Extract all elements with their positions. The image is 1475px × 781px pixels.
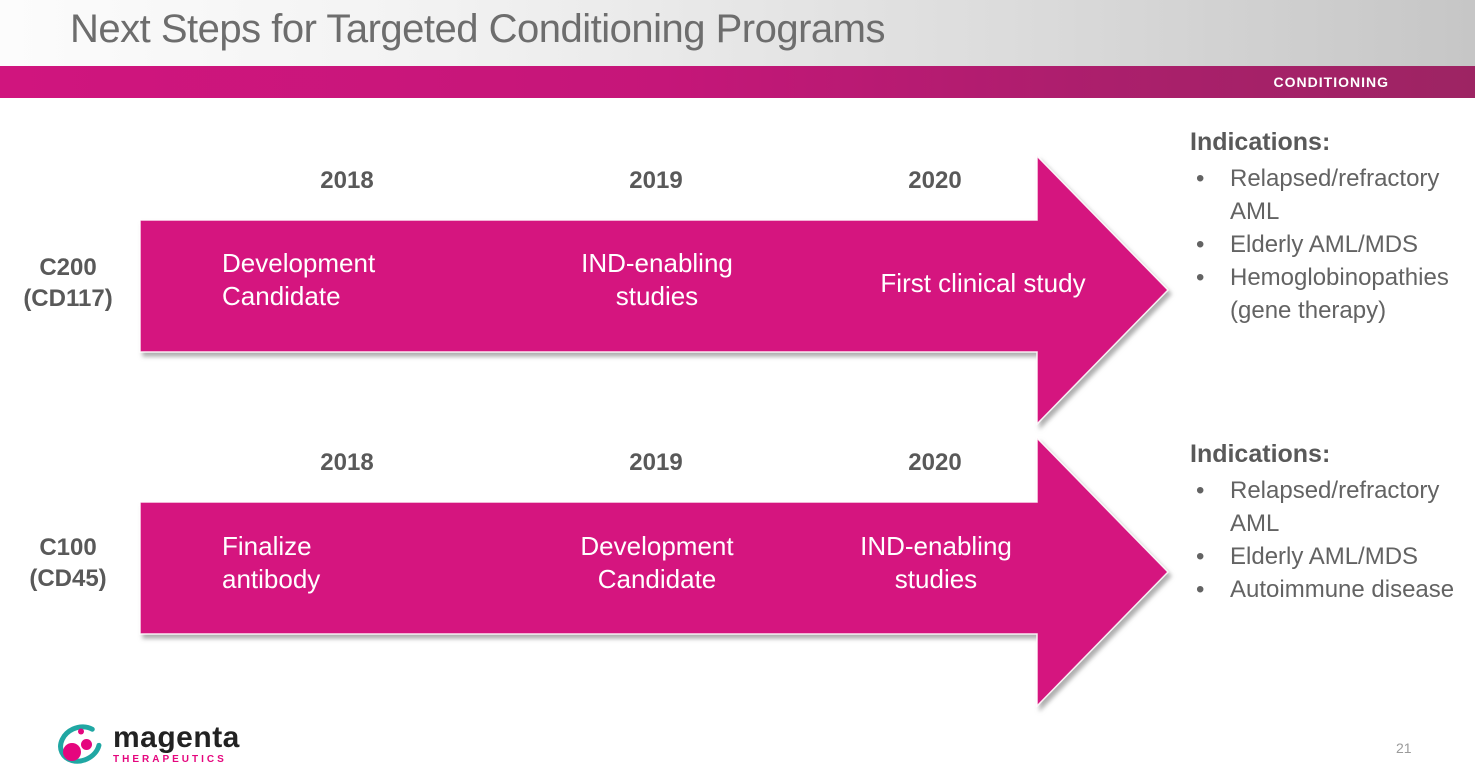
- program-label-c200: C200 (CD117): [6, 252, 130, 314]
- list-item: • Autoimmune disease: [1190, 573, 1475, 606]
- year-label: 2018: [320, 449, 374, 476]
- title-band: Next Steps for Targeted Conditioning Pro…: [0, 0, 1475, 66]
- section-tag: CONDITIONING: [1273, 74, 1389, 90]
- page-number: 21: [1396, 740, 1412, 756]
- bullet-icon: •: [1196, 264, 1205, 291]
- list-item: • Elderly AML/MDS: [1190, 540, 1475, 573]
- year-label: 2018: [320, 167, 374, 194]
- magenta-logo-icon: [58, 724, 102, 764]
- program-label-c100: C100 (CD45): [6, 532, 130, 594]
- milestone: IND-enabling studies: [581, 248, 733, 311]
- bullet-icon: •: [1196, 576, 1205, 603]
- bullet-icon: •: [1196, 477, 1205, 504]
- indications-title: Indications:: [1190, 440, 1331, 468]
- list-item: • Relapsed/refractory AML: [1190, 474, 1475, 540]
- milestone: IND-enabling studies: [860, 531, 1012, 594]
- timeline-arrow-c200: [139, 154, 1170, 426]
- indication-text: Elderly AML/MDS: [1230, 543, 1419, 570]
- section-tag-bar: CONDITIONING: [0, 66, 1475, 98]
- milestone: Finalize antibody: [222, 531, 321, 594]
- program-target: (CD45): [29, 565, 107, 592]
- logo-text: magenta THERAPEUTICS: [113, 721, 240, 766]
- year-label: 2020: [908, 167, 962, 194]
- indication-text: Relapsed/refractory AML: [1230, 477, 1440, 537]
- program-target: (CD117): [23, 285, 113, 312]
- list-item: • Relapsed/refractory AML: [1190, 162, 1475, 228]
- bullet-icon: •: [1196, 231, 1205, 258]
- list-item: • Hemoglobinopathies (gene therapy): [1190, 261, 1475, 327]
- magenta-logo: magenta THERAPEUTICS: [55, 719, 240, 769]
- page-title: Next Steps for Targeted Conditioning Pro…: [70, 7, 885, 51]
- indications-c100: Indications: • Relapsed/refractory AML •…: [1190, 440, 1475, 606]
- milestone: Development Candidate: [580, 531, 734, 594]
- logo-name: magenta: [113, 721, 240, 754]
- year-label: 2019: [629, 449, 683, 476]
- indication-text: Relapsed/refractory AML: [1230, 165, 1440, 225]
- year-label: 2019: [629, 167, 683, 194]
- timeline-arrow-c100: [139, 436, 1170, 708]
- logo-subtitle: THERAPEUTICS: [113, 754, 227, 765]
- list-item: • Elderly AML/MDS: [1190, 228, 1475, 261]
- indication-text: Elderly AML/MDS: [1230, 231, 1419, 258]
- program-name: C100: [39, 534, 97, 561]
- indication-text: Hemoglobinopathies (gene therapy): [1230, 264, 1449, 324]
- milestone: First clinical study: [880, 268, 1086, 298]
- milestone: Development Candidate: [222, 248, 376, 311]
- year-label: 2020: [908, 449, 962, 476]
- program-name: C200: [39, 254, 97, 281]
- indications-title: Indications:: [1190, 128, 1331, 156]
- bullet-icon: •: [1196, 543, 1205, 570]
- bullet-icon: •: [1196, 165, 1205, 192]
- indications-c200: Indications: • Relapsed/refractory AML •…: [1190, 128, 1475, 327]
- indication-text: Autoimmune disease: [1230, 576, 1455, 603]
